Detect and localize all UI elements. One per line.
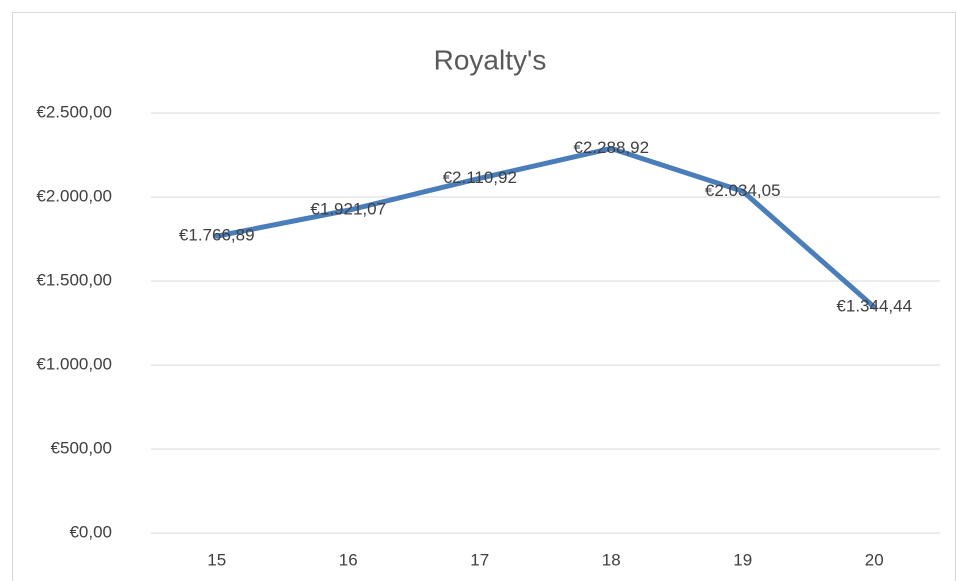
x-tick-label: 18 xyxy=(602,550,621,569)
y-tick-label: €1.500,00 xyxy=(36,270,112,289)
data-label: €1.766,89 xyxy=(179,226,255,245)
chart-title: Royalty's xyxy=(434,44,547,75)
data-label: €2.288,92 xyxy=(573,138,649,157)
y-tick-label: €1.000,00 xyxy=(36,354,112,373)
x-tick-label: 16 xyxy=(339,550,358,569)
y-tick-label: €2.000,00 xyxy=(36,186,112,205)
y-tick-label: €0,00 xyxy=(69,522,112,541)
x-tick-label: 19 xyxy=(733,550,752,569)
line-series xyxy=(214,145,877,310)
data-label: €1.344,44 xyxy=(836,297,912,316)
x-tick-label: 17 xyxy=(470,550,489,569)
x-tick-label: 15 xyxy=(207,550,226,569)
data-label: €2.034,05 xyxy=(705,181,781,200)
data-label: €1.921,07 xyxy=(310,200,386,219)
y-tick-label: €500,00 xyxy=(51,438,112,457)
data-label: €2.110,92 xyxy=(443,168,517,187)
y-tick-label: €2.500,00 xyxy=(36,102,112,121)
x-tick-label: 20 xyxy=(865,550,884,569)
chart-border xyxy=(12,12,956,581)
